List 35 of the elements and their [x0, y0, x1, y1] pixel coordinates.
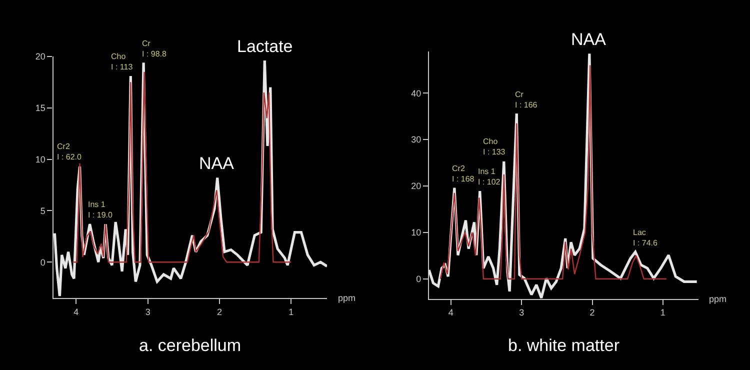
x-tick-label: 3: [145, 306, 150, 317]
y-tick-label: 10: [35, 154, 46, 164]
annotation: Cr I : 166: [515, 90, 538, 110]
annotation: Ins 1 I : 19.0: [88, 200, 114, 220]
x-tick-label: 4: [74, 306, 79, 317]
y-tick-label: 5: [40, 206, 46, 216]
annotation: Cr2 I : 168: [452, 164, 475, 184]
annotation: Cr2 I : 62.0: [57, 142, 82, 162]
annotation: NAA: [199, 154, 235, 173]
annotation: Lactate: [237, 37, 293, 56]
y-tick-label: 20: [411, 181, 422, 192]
x-tick-label: 2: [217, 306, 222, 317]
y-tick-label: 0: [40, 257, 46, 268]
annotation: Cho I : 133: [483, 137, 506, 156]
x-axis-title: ppm: [709, 294, 727, 304]
annotation: NAA: [571, 30, 607, 49]
annotation: Lac I : 74.6: [633, 228, 658, 248]
x-tick-label: 2: [590, 308, 595, 318]
text: b. white matter: [508, 336, 620, 355]
annotation: Cho I : 113: [111, 52, 134, 72]
x-tick-label: 1: [660, 308, 666, 318]
line-series: [440, 64, 668, 280]
annotation: Ins 1 I : 102: [478, 167, 501, 186]
y-tick-label: 40: [411, 88, 422, 98]
y-tick-label: 30: [411, 134, 422, 145]
y-tick-label: 10: [411, 228, 422, 238]
y-tick-label: 15: [35, 103, 46, 114]
x-tick-label: 3: [519, 308, 524, 318]
annotation: Cr I : 98.8: [142, 39, 168, 58]
x-tick-label: 1: [288, 306, 294, 317]
y-tick-label: 0: [416, 274, 422, 284]
x-tick-label: 4: [448, 308, 454, 318]
text: a. cerebellum: [139, 336, 242, 355]
x-axis-title: ppm: [338, 293, 356, 303]
y-tick-label: 20: [35, 52, 46, 62]
